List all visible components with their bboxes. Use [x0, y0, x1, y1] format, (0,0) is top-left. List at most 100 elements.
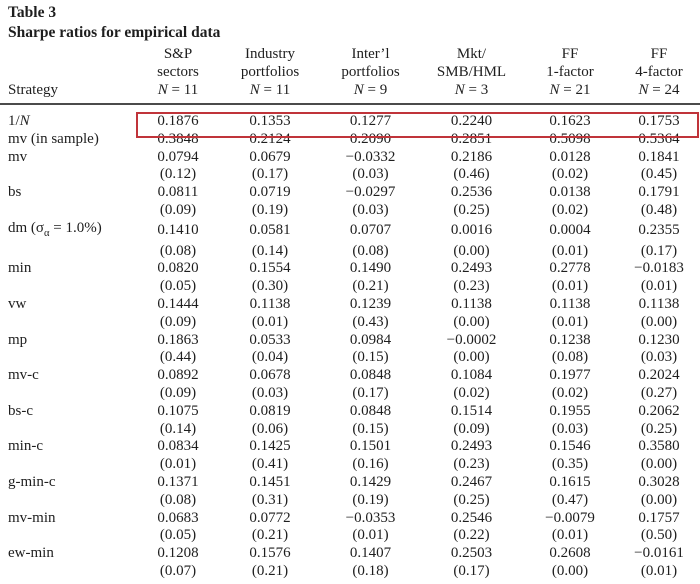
table-title-block: Table 3 Sharpe ratios for empirical data: [8, 3, 220, 43]
column-header-strategy: Strategy: [0, 44, 136, 105]
row-g-min-c-pvalues: (0.08) (0.31) (0.19) (0.25) (0.47) (0.00…: [0, 492, 700, 510]
empty-label-cell: [0, 278, 136, 296]
n-symbol: N: [454, 82, 465, 98]
value-cell: 0.0794: [157, 148, 199, 165]
column-header-ff-1-factor: FF 1-factor N = 21: [522, 44, 618, 105]
value-cell: 0.0848: [349, 367, 392, 384]
pvalue-cell: (0.15): [352, 349, 389, 366]
value-cell: 0.2493: [450, 438, 493, 455]
row-ew-min: ew-min 0.1208 0.1576 0.1407 0.2503 0.260…: [0, 545, 700, 563]
value-cell: 0.0678: [249, 367, 291, 384]
empty-label-cell: [0, 349, 136, 367]
value-cell: 0.0811: [157, 184, 199, 201]
row-mp: mp 0.1863 0.0533 0.0984 −0.0002 0.1238 0…: [0, 332, 700, 350]
header-row: Strategy S&P sectors N = 11 Industry por…: [0, 44, 700, 105]
pvalue-cell: (0.19): [352, 491, 389, 508]
strategy-label: dm (σ: [8, 219, 44, 236]
value-cell: 0.0016: [450, 222, 493, 239]
n-value: = 3: [464, 82, 489, 98]
column-n-line: N = 9: [320, 81, 421, 99]
value-cell: 0.0848: [349, 402, 392, 419]
pvalue-cell: (0.06): [251, 420, 289, 437]
column-title-line: 4-factor: [635, 64, 683, 80]
value-cell: 0.1451: [249, 473, 291, 490]
value-cell: 0.1138: [451, 295, 492, 312]
value-cell: 0.1955: [549, 402, 591, 419]
value-cell: 0.2608: [549, 545, 591, 562]
strategy-label-cell: min: [0, 260, 136, 278]
value-cell: 0.3028: [638, 473, 680, 490]
pvalue-cell: (0.17): [640, 242, 678, 259]
pvalue-cell: (0.03): [551, 420, 589, 437]
empty-label-cell: [0, 492, 136, 510]
column-title-line: S&P: [163, 46, 193, 62]
strategy-header-label: Strategy: [8, 82, 58, 98]
value-cell: 0.1425: [249, 438, 291, 455]
row-min-pvalues: (0.05) (0.30) (0.21) (0.23) (0.01) (0.01…: [0, 278, 700, 296]
row-1n: 1/N 0.1876 0.1353 0.1277 0.2240 0.1623 0…: [0, 104, 700, 131]
value-cell: 0.1757: [638, 509, 680, 526]
pvalue-cell: (0.01): [640, 278, 678, 295]
column-title-line: portfolios: [341, 64, 400, 80]
value-cell: 0.0892: [157, 367, 199, 384]
value-cell: 0.1615: [549, 473, 591, 490]
row-mv-pvalues: (0.12) (0.17) (0.03) (0.46) (0.02) (0.45…: [0, 166, 700, 184]
pvalue-cell: (0.09): [159, 313, 197, 330]
column-header-intl-portfolios: Inter’l portfolios N = 9: [320, 44, 421, 105]
row-g-min-c: g-min-c 0.1371 0.1451 0.1429 0.2467 0.16…: [0, 474, 700, 492]
column-header-sp-sectors: S&P sectors N = 11: [136, 44, 220, 105]
pvalue-cell: (0.03): [251, 384, 289, 401]
value-cell: 0.1576: [249, 545, 291, 562]
value-cell: 0.1239: [349, 295, 392, 312]
value-cell: −0.0353: [345, 509, 396, 526]
pvalue-cell: (0.08): [159, 242, 197, 259]
row-vw-pvalues: (0.09) (0.01) (0.43) (0.00) (0.01) (0.00…: [0, 314, 700, 332]
column-title-line: Mkt/: [456, 46, 487, 62]
pvalue-cell: (0.02): [551, 166, 589, 183]
sharpe-ratios-table: Strategy S&P sectors N = 11 Industry por…: [0, 44, 700, 581]
empty-label-cell: [0, 166, 136, 184]
pvalue-cell: (0.23): [453, 456, 490, 473]
pvalue-cell: (0.00): [640, 456, 678, 473]
pvalue-cell: (0.17): [251, 166, 289, 183]
strategy-label: mv-c: [8, 367, 39, 384]
pvalue-cell: (0.03): [352, 166, 389, 183]
value-cell: 0.0138: [549, 184, 591, 201]
pvalue-cell: (0.27): [640, 384, 678, 401]
value-cell: 0.2778: [549, 260, 591, 277]
value-cell: −0.0079: [545, 509, 595, 526]
row-mv: mv 0.0794 0.0679 −0.0332 0.2186 0.0128 0…: [0, 149, 700, 167]
value-cell: 0.2355: [638, 222, 680, 239]
value-cell: 0.1753: [638, 113, 680, 129]
column-header-industry-portfolios: Industry portfolios N = 11: [220, 44, 320, 105]
value-cell: 0.0984: [349, 331, 392, 348]
row-ew-min-pvalues: (0.07) (0.21) (0.18) (0.17) (0.00) (0.01…: [0, 563, 700, 581]
n-symbol: N: [157, 82, 168, 98]
column-title-line: FF: [650, 46, 668, 62]
pvalue-cell: (0.01): [551, 527, 589, 544]
pvalue-cell: (0.23): [453, 278, 490, 295]
value-cell: 0.0679: [249, 148, 291, 165]
pvalue-cell: (0.21): [251, 562, 289, 579]
pvalue-cell: (0.01): [640, 562, 678, 579]
strategy-label-cell: bs-c: [0, 403, 136, 421]
pvalue-cell: (0.09): [453, 420, 490, 437]
pvalue-cell: (0.04): [251, 349, 289, 366]
value-cell: 0.3580: [638, 438, 680, 455]
value-cell: 0.1208: [157, 545, 199, 562]
n-symbol: N: [249, 82, 260, 98]
column-n-line: N = 3: [421, 81, 522, 99]
pvalue-cell: (0.15): [352, 420, 389, 437]
pvalue-cell: (0.46): [453, 166, 490, 183]
value-cell: 0.1623: [549, 113, 591, 129]
strategy-label: g-min-c: [8, 473, 56, 490]
value-cell: −0.0297: [345, 184, 396, 201]
pvalue-cell: (0.44): [159, 349, 197, 366]
value-cell: −0.0183: [634, 260, 684, 277]
row-mv-in-sample: mv (in sample) 0.3848 0.2124 0.2090 0.28…: [0, 131, 700, 149]
pvalue-cell: (0.17): [453, 562, 490, 579]
pvalue-cell: (0.14): [159, 420, 197, 437]
row-dm: dm (σα = 1.0%) 0.1410 0.0581 0.0707 0.00…: [0, 220, 700, 243]
pvalue-cell: (0.01): [551, 242, 589, 259]
value-cell: −0.0161: [634, 545, 684, 562]
